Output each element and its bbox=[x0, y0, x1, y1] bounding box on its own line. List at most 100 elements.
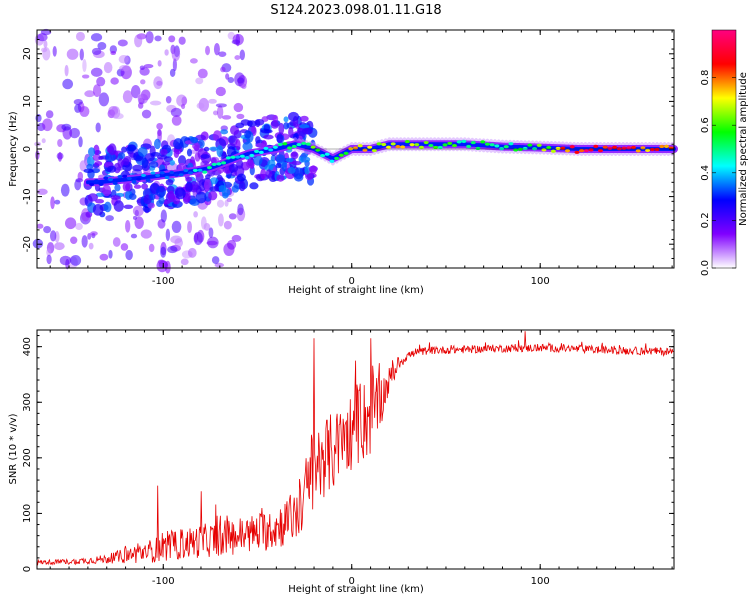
spectrogram-noise-blob bbox=[154, 35, 162, 42]
spectrogram-band-blob bbox=[102, 184, 112, 197]
spectrogram-noise-blob bbox=[156, 122, 163, 130]
spectrogram-ridge-point bbox=[579, 149, 585, 153]
spectrogram-noise-blob bbox=[236, 113, 245, 120]
spectrogram-noise-blob bbox=[134, 216, 144, 230]
spectrogram-noise-blob bbox=[157, 60, 162, 67]
spectrogram-ridge-point bbox=[301, 141, 307, 145]
spectrogram-band-blob bbox=[276, 133, 283, 144]
spectrogram-noise-blob bbox=[231, 39, 240, 45]
spectrogram-noise-blob bbox=[37, 188, 48, 195]
spectrogram-band-blob bbox=[244, 130, 252, 139]
spectrogram-noise-blob bbox=[120, 243, 129, 251]
spectrogram-band-blob bbox=[230, 125, 239, 136]
spectrogram-band-blob bbox=[287, 167, 296, 174]
spectrogram-ridge-point bbox=[574, 150, 580, 154]
spectrogram-ridge-point bbox=[362, 148, 368, 152]
spectrogram-ridge-point bbox=[338, 153, 344, 157]
spectrogram-ridge-point bbox=[150, 171, 156, 175]
spectrogram-noise-blob bbox=[125, 249, 133, 261]
spectrogram-ridge-point bbox=[470, 140, 476, 145]
spectrogram-ridge-point bbox=[108, 178, 113, 182]
spectrogram-noise-blob bbox=[216, 105, 224, 119]
snr-y-tick-label: 300 bbox=[22, 393, 33, 412]
spectrogram-noise-blob bbox=[165, 96, 172, 104]
spectrogram-ridge-point bbox=[654, 147, 660, 152]
spectrogram-noise-blob bbox=[64, 64, 69, 77]
spectrogram-noise-blob bbox=[218, 51, 227, 57]
snr-xlabel: Height of straight line (km) bbox=[288, 584, 424, 595]
spectrogram-noise-blob bbox=[172, 58, 177, 72]
spectrogram-band-blob bbox=[156, 154, 168, 160]
spectrogram-noise-blob bbox=[81, 235, 88, 248]
spectrogram-ridge-point bbox=[305, 142, 311, 146]
snr-ticks: -100 0 100 0 100 200 300 400 bbox=[22, 330, 674, 587]
spectrogram-band-blob bbox=[222, 192, 229, 199]
spectrogram-noise-blob bbox=[227, 77, 235, 83]
spectrogram-noise-blob bbox=[91, 47, 102, 56]
spectrogram-ridge-point bbox=[508, 142, 514, 146]
spectrogram-noise-blob bbox=[171, 47, 181, 62]
spectrogram-band-blob bbox=[290, 151, 299, 160]
spectrogram-noise-blob bbox=[78, 136, 83, 148]
spectrogram-ridge-point bbox=[268, 148, 274, 152]
colorbar-tick-label: 0.0 bbox=[700, 260, 711, 276]
spectrogram-noise-blob bbox=[145, 31, 154, 44]
spectrogram-noise-blob bbox=[241, 83, 247, 90]
spectrogram-y-tick-label: -20 bbox=[22, 236, 33, 252]
spectrogram-band-blob bbox=[299, 115, 309, 122]
spectrogram-noise-blob bbox=[108, 249, 113, 259]
snr-series-line bbox=[36, 331, 674, 566]
spectrogram-band-blob bbox=[220, 129, 229, 135]
spectrogram-band-blob bbox=[190, 136, 199, 144]
spectrogram-ridge-point bbox=[367, 145, 373, 149]
spectrogram-ridge-point bbox=[164, 175, 170, 180]
spectrogram-band-blob bbox=[173, 148, 180, 159]
spectrogram-noise-blob bbox=[98, 92, 110, 107]
spectrogram-ridge-point bbox=[320, 154, 326, 158]
spectrogram-band-blob bbox=[288, 126, 294, 138]
spectrogram-band-blob bbox=[283, 116, 289, 123]
spectrogram-ridge-point bbox=[183, 168, 189, 173]
snr-x-tick-label: 0 bbox=[349, 576, 355, 587]
spectrogram-noise-blob bbox=[200, 216, 207, 230]
spectrogram-noise-blob bbox=[66, 48, 79, 60]
spectrogram-band-blob bbox=[218, 185, 227, 193]
spectrogram-noise-blob bbox=[213, 42, 220, 56]
spectrogram-ridge-point bbox=[324, 152, 330, 156]
spectrogram-noise-blob bbox=[40, 47, 48, 53]
spectrogram-band-blob bbox=[110, 195, 121, 200]
spectrogram-ridge-point bbox=[169, 170, 175, 175]
spectrogram-ridge-point bbox=[235, 155, 241, 159]
spectrogram-band-blob bbox=[192, 142, 201, 150]
spectrogram-noise-blob bbox=[70, 255, 82, 266]
spectrogram-noise-blob bbox=[223, 242, 235, 257]
spectrogram-noise-blob bbox=[62, 78, 74, 90]
spectrogram-ridge-point bbox=[225, 156, 231, 160]
colorbar-gradient bbox=[711, 29, 737, 269]
spectrogram-noise-blob bbox=[84, 90, 95, 98]
spectrogram-noise-blob bbox=[50, 196, 55, 210]
spectrogram-band-blob bbox=[255, 136, 261, 144]
spectrogram-ridge-point bbox=[607, 146, 613, 150]
spectrogram-band-blob bbox=[174, 187, 186, 200]
spectrogram-noise-blob bbox=[160, 209, 167, 223]
spectrogram-noise-blob bbox=[79, 48, 84, 61]
spectrogram-noise-blob bbox=[57, 151, 63, 162]
spectrogram-noise-blob bbox=[215, 86, 226, 97]
spectrogram-noise-blob bbox=[54, 199, 61, 205]
spectrogram-ridge-point bbox=[357, 144, 363, 148]
spectrogram-x-tick-label: 100 bbox=[531, 276, 550, 287]
spectrogram-band-blob bbox=[87, 193, 98, 202]
spectrogram-noise-blob bbox=[228, 213, 237, 220]
spectrogram-ridge-point bbox=[598, 149, 603, 153]
spectrogram-noise-blob bbox=[164, 260, 171, 274]
spectrogram-ridge-point bbox=[131, 180, 137, 184]
spectrogram-ridge-point bbox=[466, 144, 472, 149]
spectrogram-noise-blob bbox=[171, 115, 182, 126]
spectrogram-ridge-point bbox=[569, 145, 575, 149]
spectrogram-noise-blob bbox=[49, 230, 57, 242]
spectrogram-band-blob bbox=[149, 161, 159, 168]
spectrogram-ridge-point bbox=[527, 143, 533, 147]
spectrogram-band-blob bbox=[122, 182, 131, 192]
spectrogram-noise-blob bbox=[211, 256, 220, 265]
